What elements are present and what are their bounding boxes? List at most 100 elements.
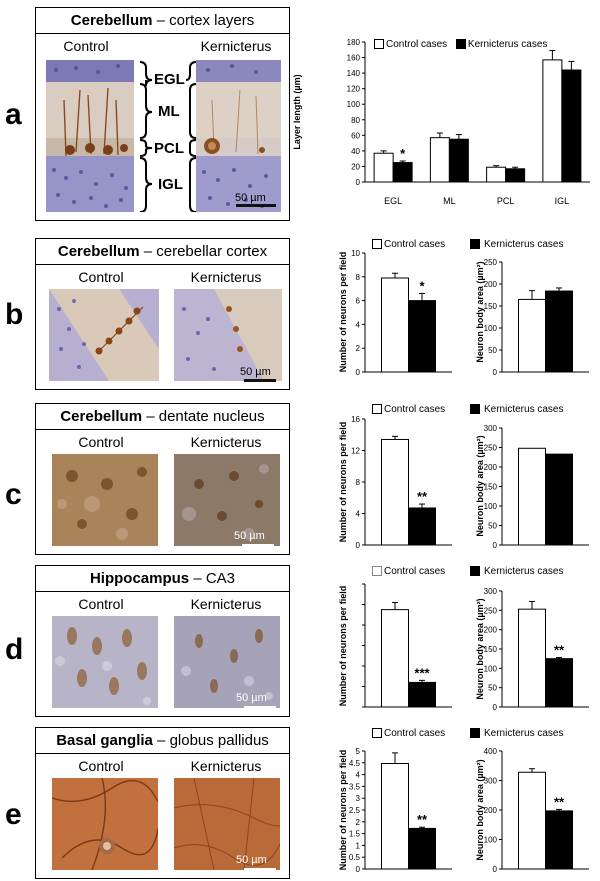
panel-a-scale-label: 50 µm (235, 192, 266, 204)
e-neurons-ytick-label-2: 1 (356, 841, 361, 850)
legend-swatch-case (470, 566, 480, 577)
legend-swatch-control (372, 239, 382, 250)
panel-a-case-micrograph (196, 60, 281, 212)
a-layers-bar-2-1 (505, 168, 526, 183)
panel-e-case-micrograph (174, 778, 280, 870)
legend-case-group: Kernicterus cases (470, 566, 563, 577)
panel-letter-a: a (5, 98, 22, 131)
c-area-ytick-label-0: 0 (493, 541, 498, 550)
layer-label-igl: IGL (158, 176, 183, 193)
c-neurons-ytick-label-2: 8 (356, 478, 361, 487)
e-neurons-ytick-label-0: 0 (356, 865, 361, 874)
b-neurons-ytick-label-0: 0 (356, 368, 361, 377)
panel-d-title: Hippocampus – CA3 (36, 566, 289, 592)
e-neurons-ytick-label-4: 2 (356, 818, 361, 827)
a-layers-ytick-label-2: 40 (351, 147, 360, 156)
legend-case-group: Kernicterus cases (470, 728, 563, 739)
panel-b-scale-label: 50 µm (240, 366, 271, 378)
a-layers-ytick-label-6: 120 (347, 85, 361, 94)
panel-d-case-label: Kernicterus (190, 596, 262, 612)
panel-a-control-micrograph (46, 60, 134, 212)
panel-d-control-micrograph (52, 616, 158, 708)
b-area-ytick-label-1: 50 (488, 346, 497, 355)
d-area-ytick-label-1: 50 (488, 684, 497, 693)
e-area-sig-0: ** (554, 794, 565, 809)
a-layers-sig-0: * (400, 146, 406, 161)
legend-e: Control cases Kernicterus cases (372, 728, 594, 739)
e-area-ytick-label-4: 400 (484, 747, 498, 756)
panel-a-control-label: Control (63, 38, 109, 54)
a-layers-ytick-label-4: 80 (351, 116, 360, 125)
b-neurons-ylabel: Number of neurons per field (338, 252, 348, 373)
panel-a-image-box: Cerebellum – cortex layers Control Kerni… (35, 7, 290, 221)
panel-a-scale-bar (236, 204, 276, 207)
panel-e-control-label: Control (78, 758, 124, 774)
panel-b-image-box: Cerebellum – cerebellar cortex Control K… (35, 238, 290, 390)
e-neurons-ytick-label-3: 1.5 (349, 830, 361, 839)
a-layers-bar-1-0 (429, 137, 450, 183)
a-layers-ytick-label-5: 100 (347, 100, 361, 109)
e-area-bar-0-1 (545, 810, 573, 870)
d-area-sig-0: ** (554, 643, 565, 658)
layer-label-egl: EGL (154, 71, 185, 88)
c-neurons-sig-0: ** (417, 489, 428, 504)
b-neurons-sig-0: * (419, 278, 425, 293)
c-neurons-ytick-label-4: 16 (351, 415, 360, 424)
b-neurons-ytick-label-1: 2 (356, 344, 361, 353)
b-neurons-bar-0-0 (381, 277, 409, 373)
c-area-ytick-label-5: 250 (484, 444, 498, 453)
e-neurons-ytick-label-7: 3.5 (349, 782, 361, 791)
e-area-ytick-label-0: 0 (493, 865, 498, 874)
a-layers-ytick-label-9: 180 (347, 38, 361, 47)
d-neurons-sig-0: *** (414, 665, 430, 680)
legend-label-control: Control cases (384, 404, 446, 415)
panel-d-image-box: Hippocampus – CA3 Control Kernicterus 50… (35, 565, 290, 717)
d-area-ytick-label-5: 250 (484, 606, 498, 615)
panel-letter-b: b (5, 298, 24, 331)
a-layers-ytick-label-0: 0 (356, 178, 361, 187)
legend-swatch-control (372, 404, 382, 415)
b-neurons-ytick-label-3: 6 (356, 297, 361, 306)
e-area-bar-0-0 (518, 771, 546, 870)
panel-b-control-label: Control (78, 269, 124, 285)
panel-b-scale-bar (244, 379, 276, 382)
e-neurons-bar-0-1 (408, 827, 436, 870)
b-neurons-ytick-label-5: 10 (351, 249, 360, 258)
b-area-ytick-label-0: 0 (493, 368, 498, 377)
panel-letter-d: d (5, 633, 24, 666)
legend-a: Control cases Kernicterus cases (374, 39, 547, 50)
a-layers-ytick-label-7: 140 (347, 69, 361, 78)
d-neurons-ylabel: Number of neurons per field (338, 586, 348, 707)
panel-e-title: Basal ganglia – globus pallidus (36, 728, 289, 754)
a-layers-bar-2-0 (486, 166, 507, 183)
panel-c-scale-label: 50 µm (234, 530, 265, 542)
legend-label-control: Control cases (386, 39, 448, 50)
d-area-ytick-label-0: 0 (493, 703, 498, 712)
d-area-bar-0-0 (518, 608, 546, 708)
legend-swatch-case (470, 404, 480, 415)
a-layers-xtick-label-0: EGL (384, 196, 402, 206)
c-area-bar-0-1 (545, 453, 573, 546)
a-layers-xtick-label-3: IGL (555, 196, 570, 206)
b-neurons-ytick-label-4: 8 (356, 273, 361, 282)
legend-d: Control cases Kernicterus cases (372, 566, 594, 577)
a-layers-xtick-label-2: PCL (497, 196, 515, 206)
d-neurons-bar-0-0 (381, 609, 409, 708)
e-neurons-ylabel: Number of neurons per field (338, 750, 348, 871)
panel-a-title: Cerebellum – cortex layers (36, 8, 289, 34)
b-area-ytick-label-5: 250 (484, 258, 498, 267)
d-area-ytick-label-2: 100 (484, 664, 498, 673)
a-layers-bar-3-1 (561, 69, 582, 183)
b-neurons-ytick-label-2: 4 (356, 320, 361, 329)
d-area-ytick-label-3: 150 (484, 645, 498, 654)
e-neurons-ytick-label-9: 4.5 (349, 759, 361, 768)
legend-swatch-case (470, 728, 480, 739)
d-neurons-bar-0-1 (408, 681, 436, 708)
panel-e-control-micrograph (52, 778, 158, 870)
legend-label-control: Control cases (384, 239, 446, 250)
a-layers-bar-1-1 (448, 138, 469, 183)
panel-c-title: Cerebellum – dentate nucleus (36, 404, 289, 430)
c-neurons-ylabel: Number of neurons per field (338, 422, 348, 543)
c-area-bar-0-0 (518, 447, 546, 546)
